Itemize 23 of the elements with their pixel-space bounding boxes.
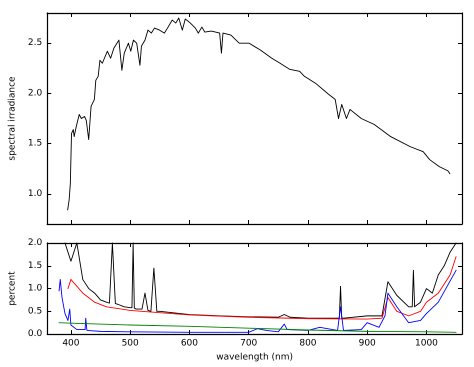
y-tick-label: 2.0	[28, 238, 42, 248]
line-series	[58, 270, 457, 333]
x-tick-label: 900	[358, 338, 376, 349]
y-tick-label: 1.0	[28, 284, 42, 294]
y-tick-label: 2.5	[28, 38, 42, 48]
y-axis-title: spectral irradiance	[8, 76, 18, 161]
y-tick-label: 1.5	[28, 260, 42, 271]
y-tick-label: 1.5	[28, 138, 42, 149]
y-tick-label: 2.0	[28, 88, 42, 98]
x-tick-label: 700	[240, 338, 258, 349]
line-series	[68, 256, 457, 320]
x-axis-title: wavelength (nm)	[216, 352, 293, 362]
y-tick-label: 1.0	[28, 188, 42, 199]
x-tick-label: 500	[122, 338, 140, 349]
x-tick-label: 400	[62, 338, 80, 349]
x-tick-label: 600	[180, 338, 198, 349]
y-tick-label: 0.5	[28, 306, 42, 316]
x-tick-label: 1000	[414, 338, 438, 349]
line-series	[58, 322, 457, 333]
line-series	[67, 18, 450, 210]
y-axis-title: percent	[8, 270, 18, 306]
y-tick-label: 0.0	[28, 329, 42, 340]
x-tick-label: 800	[299, 338, 317, 349]
